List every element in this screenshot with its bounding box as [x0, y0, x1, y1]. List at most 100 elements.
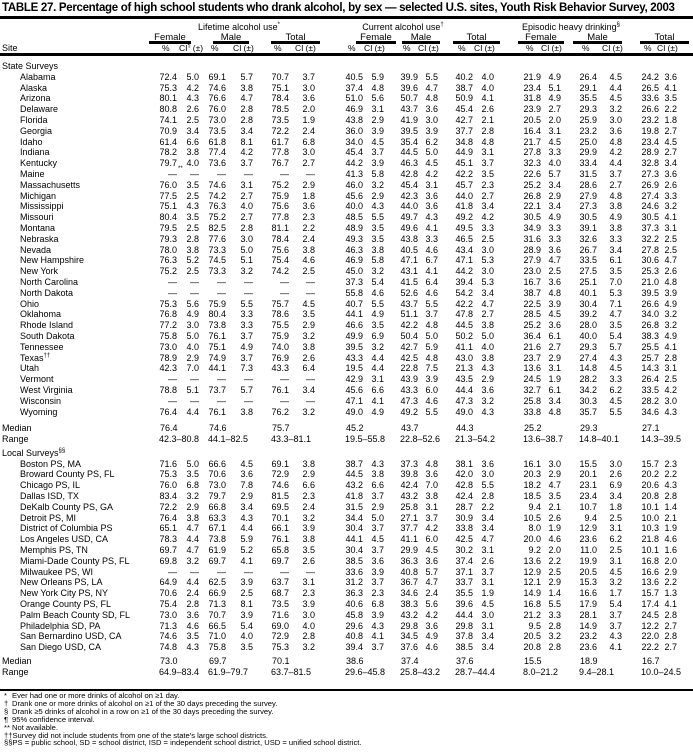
percent-value: 37.6 — [400, 642, 418, 653]
percent-value: 75.1 — [208, 341, 226, 352]
ci-value: 2.9 — [548, 577, 561, 588]
range-value: 25.8–43.2 — [400, 666, 441, 677]
percent-value: 24.2 — [641, 71, 659, 82]
percent-value: 10.1 — [641, 545, 659, 556]
table-row: Georgia 70.9 3.4 73.5 3.4 72.2 2.4 36.0 3.9 39.5 3… — [0, 126, 693, 137]
percent-value: 69.7 — [159, 545, 177, 556]
percent-value: 39.2 — [579, 309, 597, 320]
site-name-text: San Diego USD, CA — [20, 642, 102, 653]
percent-value: 47.1 — [345, 395, 363, 406]
median-value: 74.6 — [209, 423, 227, 434]
table-row: Massachusetts 76.0 3.5 74.6 3.1 75.2 2.9 46.0 3.… — [0, 180, 693, 191]
ci-value: 3.1 — [481, 545, 494, 556]
ci-column-header: CI (±) — [233, 43, 254, 53]
ci-value: 2.8 — [240, 114, 253, 125]
site-name-text: Miami-Dade County PS, FL — [20, 555, 130, 566]
ci-value: 5.0 — [240, 244, 253, 255]
percent-value: 29.8 — [400, 620, 418, 631]
section-header: State Surveys — [0, 61, 693, 72]
ci-value: 4.1 — [240, 555, 253, 566]
percent-value: 42.0 — [455, 469, 473, 480]
ci-value: 3.6 — [425, 620, 438, 631]
ci-value: 3.4 — [240, 501, 253, 512]
median-value: 43.7 — [401, 423, 419, 434]
percent-value: 27.4 — [641, 190, 659, 201]
percent-value: 33.8 — [455, 523, 473, 534]
ci-value: 4.6 — [425, 287, 438, 298]
percent-value: 26.7 — [579, 244, 597, 255]
ci-value: 3.2 — [481, 395, 494, 406]
percent-value: 11.0 — [580, 545, 597, 556]
ci-value: 4.8 — [425, 352, 438, 363]
ci-value: 6.0 — [425, 534, 438, 545]
percent-value: 73.0 — [208, 480, 226, 491]
percent-value: 22.1 — [523, 201, 541, 212]
percent-value: 10.3 — [641, 523, 659, 534]
ci-value: 6.9 — [609, 480, 622, 491]
ci-column-header: CI (±) — [295, 43, 316, 53]
ci-value: 4.0 — [481, 71, 494, 82]
percent-value: 38.3 — [641, 330, 659, 341]
percent-value: 44.5 — [400, 147, 418, 158]
ci-value: 4.6 — [425, 642, 438, 653]
percent-value: 45.6 — [345, 190, 363, 201]
ci-column-header: CI (±) — [602, 43, 623, 53]
ci-value: 2.9 — [548, 469, 561, 480]
ci-value: 4.2 — [186, 82, 199, 93]
ci-value: 2.7 — [481, 190, 494, 201]
ci-value: 4.9 — [548, 212, 561, 223]
ci-value: 4.0 — [240, 631, 253, 642]
ci-value: 3.5 — [240, 642, 253, 653]
sex-header-female: Female — [525, 32, 557, 43]
ci-value: 3.6 — [425, 190, 438, 201]
ci-value: 4.6 — [186, 620, 199, 631]
percent-value: 78.0 — [159, 244, 177, 255]
percent-value: 43.1 — [400, 266, 418, 277]
ci-value: 5.0 — [425, 330, 438, 341]
percent-value: 73.7 — [208, 384, 226, 395]
percent-value: 73.8 — [208, 534, 226, 545]
site-name-text: North Carolina — [20, 276, 79, 287]
percent-value: 24.6 — [641, 201, 659, 212]
sex-header-underline — [213, 41, 249, 44]
ci-value: 7.0 — [609, 276, 622, 287]
percent-value: 47.8 — [455, 309, 473, 320]
percent-value: 40.5 — [400, 244, 418, 255]
table-row: New Orleans PS, LA 64.9 4.4 62.5 3.9 63.7 3.1 3… — [0, 577, 693, 588]
site-name: Michigan — [20, 191, 56, 202]
table-row: Alaska 75.3 4.2 74.6 3.8 75.1 3.0 37.4 4.8 39.6 4.… — [0, 83, 693, 94]
percent-value: 25.1 — [579, 276, 597, 287]
site-name-text: Kentucky — [20, 158, 58, 169]
percent-value: 72.4 — [159, 71, 177, 82]
ci-value: 5.0 — [186, 458, 199, 469]
range-value: 28.7–44.4 — [455, 666, 496, 677]
ci-value: 4.5 — [371, 534, 384, 545]
percent-value: 75.9 — [208, 298, 226, 309]
median-value: 16.7 — [642, 656, 660, 667]
percent-value: 43.2 — [400, 609, 418, 620]
percent-value: 16.4 — [523, 125, 541, 136]
percent-value: 30.5 — [523, 212, 541, 223]
ci-value: 3.7 — [481, 566, 494, 577]
percent-value: — — [280, 168, 289, 179]
percent-value: 80.4 — [208, 309, 226, 320]
percent-value: 44.2 — [345, 158, 363, 169]
percent-value: 16.7 — [523, 276, 541, 287]
percent-value: 76.1 — [271, 534, 289, 545]
percent-value: 28.7 — [455, 501, 473, 512]
percent-value: 73.5 — [271, 599, 289, 610]
percent-value: 31.5 — [345, 501, 363, 512]
percent-value: 69.0 — [271, 620, 289, 631]
percent-value: 16.8 — [641, 555, 659, 566]
percent-value: 40.8 — [345, 631, 363, 642]
ci-value: 4.8 — [371, 82, 384, 93]
percent-value: — — [217, 168, 226, 179]
percent-value: 36.4 — [523, 330, 541, 341]
percent-value: 25.7 — [641, 352, 659, 363]
ci-value: 2.5 — [664, 233, 677, 244]
ci-value: 3.5 — [371, 222, 384, 233]
ci-value: 4.8 — [425, 93, 438, 104]
percent-value: — — [280, 395, 289, 406]
percent-value: 34.5 — [400, 631, 418, 642]
percent-value: 48.9 — [345, 222, 363, 233]
